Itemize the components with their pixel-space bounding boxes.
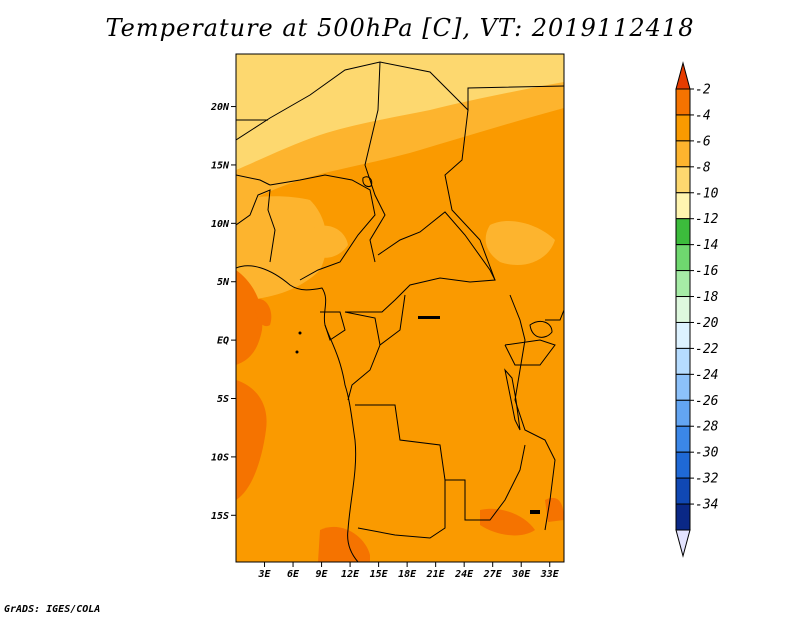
temperature-field (236, 54, 564, 562)
border-nigeria (269, 174, 376, 281)
colorbar-bottom-arrow (675, 529, 691, 558)
latitude-axis: 20N 15N 10N 5N EQ 5S 10S 15S (210, 102, 236, 522)
colorbar-label: -28 (695, 420, 719, 435)
lon-tick-label: 9E (316, 569, 329, 580)
lon-tick-label: 18E (398, 569, 417, 580)
colorbar-box (675, 114, 691, 142)
lake-tanganyika (504, 368, 521, 431)
field-warm-sw-3 (254, 299, 272, 327)
lon-tick-label: 15E (370, 569, 389, 580)
colorbar-box (675, 477, 691, 505)
colorbar-label: -24 (695, 368, 718, 383)
field-warm-s (318, 526, 370, 562)
colorbar-label: -4 (695, 108, 711, 123)
border-east (509, 294, 556, 531)
lat-tick-label: 10N (211, 219, 230, 230)
lat-tick-label: 10S (211, 452, 229, 463)
colorbar-label: -32 (695, 472, 719, 487)
lat-tick-label: 15S (211, 511, 229, 522)
grads-credit: GrADS: IGES/COLA (4, 604, 101, 615)
lat-tick-label: 20N (210, 102, 230, 113)
colorbar-box (675, 425, 691, 453)
colorbar-box (675, 296, 691, 323)
field-warm-sw-2 (236, 380, 267, 500)
colorbar-box (675, 166, 691, 194)
colorbar-label: -10 (695, 186, 719, 201)
coastline-west (236, 265, 359, 562)
colorbar-label: -22 (695, 342, 719, 357)
border-congo (344, 294, 406, 401)
lat-tick-label: EQ (217, 336, 229, 347)
lat-tick-label: 15N (211, 160, 230, 171)
field-patch-west (310, 225, 348, 258)
colorbar-label: -8 (695, 160, 711, 175)
colorbar-label: -30 (695, 446, 719, 461)
lon-tick-label: 21E (426, 569, 446, 580)
colorbar-box (675, 399, 691, 427)
field-band-8-6-b (236, 196, 327, 300)
lat-tick-label: 5S (217, 394, 229, 405)
colorbar-box (675, 321, 691, 349)
border-chad-west (364, 61, 386, 263)
inland-water (295, 316, 540, 514)
colorbar-box (675, 218, 691, 246)
colorbar-label: -18 (695, 290, 719, 305)
lake-victoria (529, 321, 553, 338)
colorbar-label: -6 (695, 134, 711, 149)
colorbar-box (675, 373, 691, 401)
colorbar-label: -16 (695, 264, 719, 279)
border-drc-south (355, 404, 526, 521)
colorbar: -2 -4 -6 -8 -10 -12 -14 -16 -18 -20 -22 -24 -26 -28 -3… (675, 61, 719, 558)
lon-tick-label: 27E (483, 569, 503, 580)
colorbar-label: -34 (695, 498, 718, 513)
lon-tick-label: 30E (511, 569, 531, 580)
colorbar-top-arrow (675, 61, 691, 90)
lon-tick-label: 6E (287, 569, 300, 580)
lake-chad (362, 176, 373, 187)
map-boundaries (236, 61, 564, 562)
map-frame (235, 53, 565, 563)
lon-tick-label: 24E (454, 569, 474, 580)
colorbar-label: -2 (695, 83, 711, 98)
field-band-10-8 (236, 54, 564, 170)
lon-tick-label: 3E (257, 569, 271, 580)
colorbar-box (675, 347, 691, 375)
colorbar-box (675, 244, 691, 272)
border-west-africa (236, 119, 276, 263)
field-patch-east (485, 220, 555, 266)
colorbar-box (675, 140, 691, 168)
map-title: Temperature at 500hPa [C], VT: 201911241… (105, 14, 695, 42)
colorbar-label: -12 (695, 212, 719, 227)
lon-tick-label: 12E (341, 569, 360, 580)
colorbar-box (675, 192, 691, 220)
colorbar-box (675, 503, 691, 531)
field-band-10-8-b (380, 54, 470, 100)
border-chad-east (444, 109, 496, 281)
longitude-axis: 3E 6E 9E 12E 15E 18E 21E 24E 27E 30E 33E (257, 562, 560, 580)
colorbar-box (675, 270, 691, 298)
colorbar-label: -26 (695, 394, 719, 409)
border-misc (320, 309, 564, 366)
lon-tick-label: 33E (540, 569, 560, 580)
border-angola (357, 480, 446, 539)
colorbar-box (675, 451, 691, 479)
colorbar-label: -14 (695, 238, 718, 253)
border-car (345, 211, 496, 313)
colorbar-label: -20 (695, 316, 719, 331)
field-warm-sw-1 (236, 270, 263, 365)
colorbar-box (675, 88, 691, 116)
lat-tick-label: 5N (217, 277, 230, 288)
